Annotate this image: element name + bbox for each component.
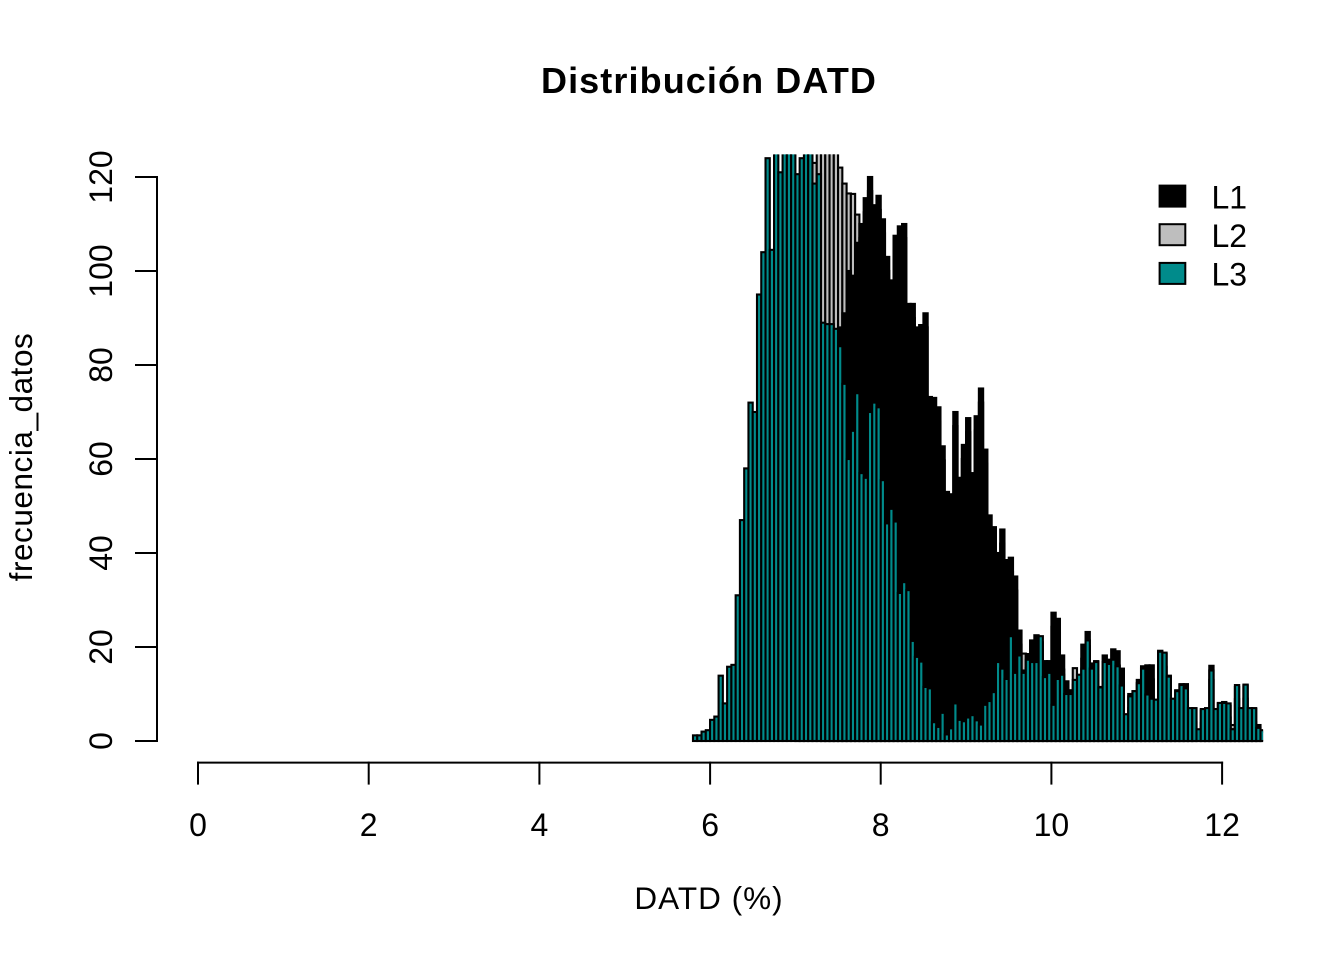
svg-text:80: 80	[83, 347, 119, 383]
svg-text:DATD (%): DATD (%)	[634, 880, 783, 916]
svg-text:20: 20	[83, 629, 119, 665]
svg-text:8: 8	[872, 807, 890, 843]
svg-text:100: 100	[83, 244, 119, 297]
svg-text:frecuencia_datos: frecuencia_datos	[3, 333, 39, 582]
svg-text:L2: L2	[1212, 218, 1248, 254]
svg-text:120: 120	[83, 150, 119, 203]
svg-text:40: 40	[83, 535, 119, 571]
svg-text:Distribución DATD: Distribución DATD	[541, 60, 877, 101]
svg-text:0: 0	[189, 807, 207, 843]
svg-text:12: 12	[1204, 807, 1240, 843]
svg-text:0: 0	[83, 732, 119, 750]
svg-text:10: 10	[1034, 807, 1070, 843]
svg-text:4: 4	[531, 807, 549, 843]
svg-text:2: 2	[360, 807, 378, 843]
svg-text:60: 60	[83, 441, 119, 477]
svg-text:L3: L3	[1212, 257, 1248, 293]
svg-text:L1: L1	[1212, 179, 1248, 215]
svg-text:6: 6	[701, 807, 719, 843]
